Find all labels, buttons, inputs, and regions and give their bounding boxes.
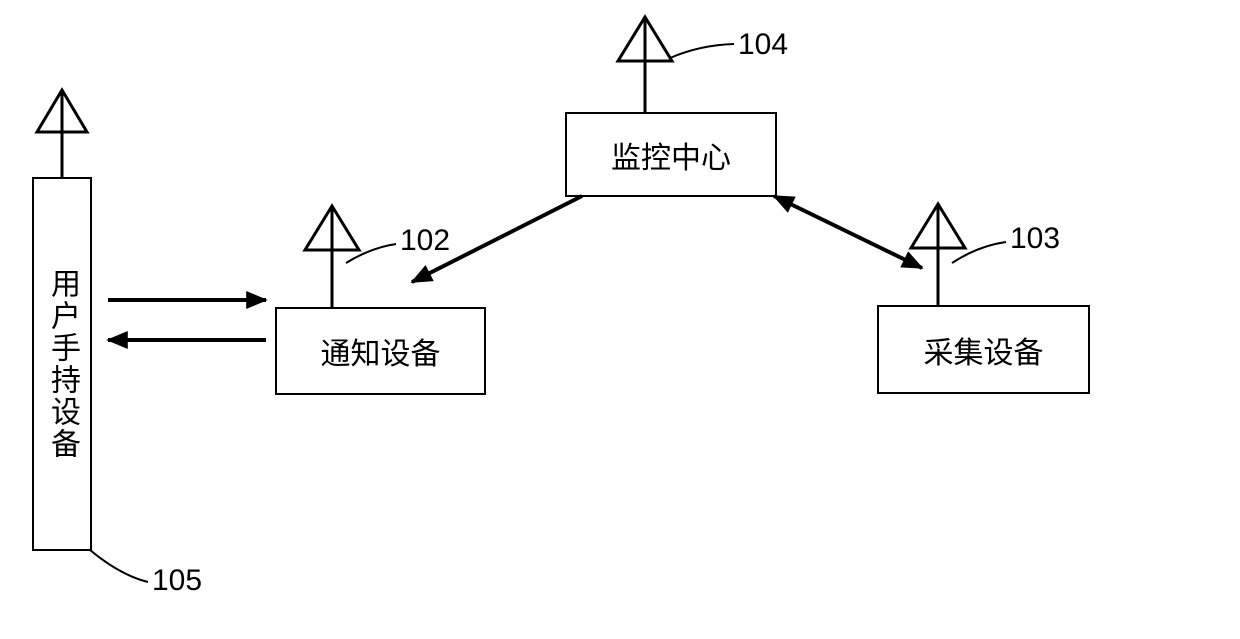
ref-label-102: 102 [400,224,450,258]
node-handheld-label: 用户手持设备 [40,268,84,460]
edge-monitor-collect [774,196,922,268]
ref-label-104: 104 [738,28,788,62]
antenna-collect [911,204,965,305]
node-monitor-center: 监控中心 [565,112,777,197]
node-handheld-device: 用户手持设备 [32,177,92,551]
antenna-handheld [37,90,87,177]
node-collect-label: 采集设备 [924,328,1044,372]
ref-label-105: 105 [152,564,202,598]
diagram-canvas: 用户手持设备 通知设备 监控中心 采集设备 105 102 104 103 [0,0,1240,639]
node-notify-label: 通知设备 [321,329,441,373]
leader-103 [952,242,1006,263]
leader-102 [346,244,396,263]
node-notify-device: 通知设备 [275,307,486,395]
node-collect-device: 采集设备 [877,305,1090,394]
leader-105 [90,550,148,582]
antenna-monitor [618,17,672,112]
ref-label-103: 103 [1010,222,1060,256]
antenna-notify [305,206,359,307]
node-monitor-label: 监控中心 [611,133,731,177]
leader-104 [670,44,734,58]
